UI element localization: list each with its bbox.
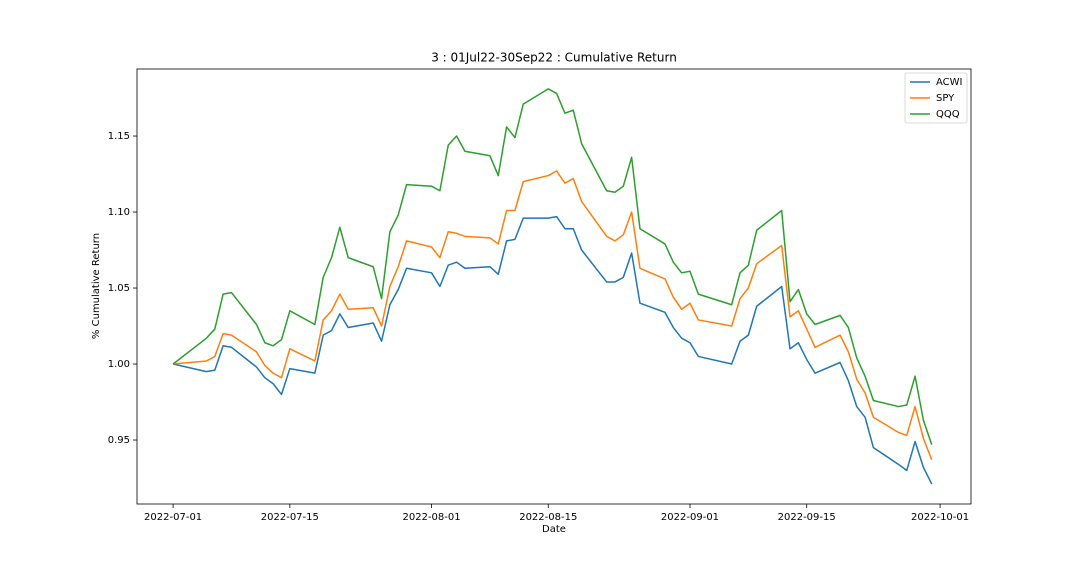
legend-label: QQQ	[936, 109, 960, 120]
y-tick-label: 1.15	[108, 131, 130, 142]
x-tick-label: 2022-07-15	[261, 512, 319, 523]
plot-frame	[136, 68, 972, 505]
chart-title: 3 : 01Jul22-30Sep22 : Cumulative Return	[431, 51, 677, 65]
y-tick-label: 0.95	[108, 435, 130, 446]
x-tick-label: 2022-08-01	[402, 512, 460, 523]
series-line	[172, 215, 933, 485]
x-tick-label: 2022-09-01	[661, 512, 719, 523]
x-axis-label: Date	[542, 524, 566, 535]
y-tick-label: 1.00	[108, 359, 130, 370]
x-tick-label: 2022-07-01	[144, 512, 202, 523]
series-line	[172, 88, 933, 445]
legend-box	[904, 72, 968, 124]
legend-label: ACWI	[936, 77, 962, 88]
legend-label: SPY	[936, 93, 955, 104]
x-tick-label: 2022-09-15	[778, 512, 836, 523]
y-tick-label: 1.10	[108, 207, 130, 218]
y-axis-label: % Cumulative Return	[91, 233, 102, 339]
x-tick-label: 2022-10-01	[911, 512, 969, 523]
series-line	[173, 170, 933, 461]
y-tick-label: 1.05	[108, 283, 130, 294]
x-tick-label: 2022-08-15	[519, 512, 577, 523]
